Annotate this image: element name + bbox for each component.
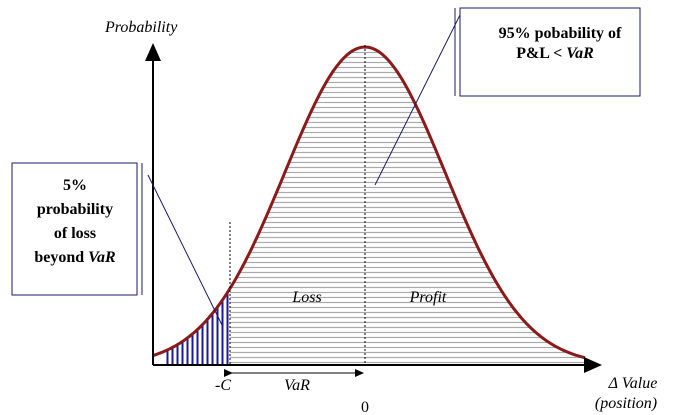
callout-pointer	[374, 14, 461, 186]
var-label: VaR	[284, 377, 310, 394]
tail-area	[165, 290, 230, 365]
callout-box	[11, 162, 138, 296]
zero-label: 0	[361, 399, 369, 415]
loss-label: Loss	[291, 289, 321, 306]
profit-label: Profit	[409, 289, 447, 306]
callout-box	[459, 7, 641, 97]
callout-text: 5% probability of loss beyond VaR	[34, 177, 116, 266]
x-axis-label: Δ Value (position)	[595, 375, 657, 412]
distribution-curve	[152, 45, 586, 360]
minus-c-label: -C	[215, 377, 231, 394]
y-axis-label: Probability	[104, 19, 178, 36]
profit-loss-area	[230, 47, 585, 365]
callout-text: 95% pobability of P&L < VaR	[499, 25, 622, 62]
callout-pointer	[147, 174, 223, 326]
